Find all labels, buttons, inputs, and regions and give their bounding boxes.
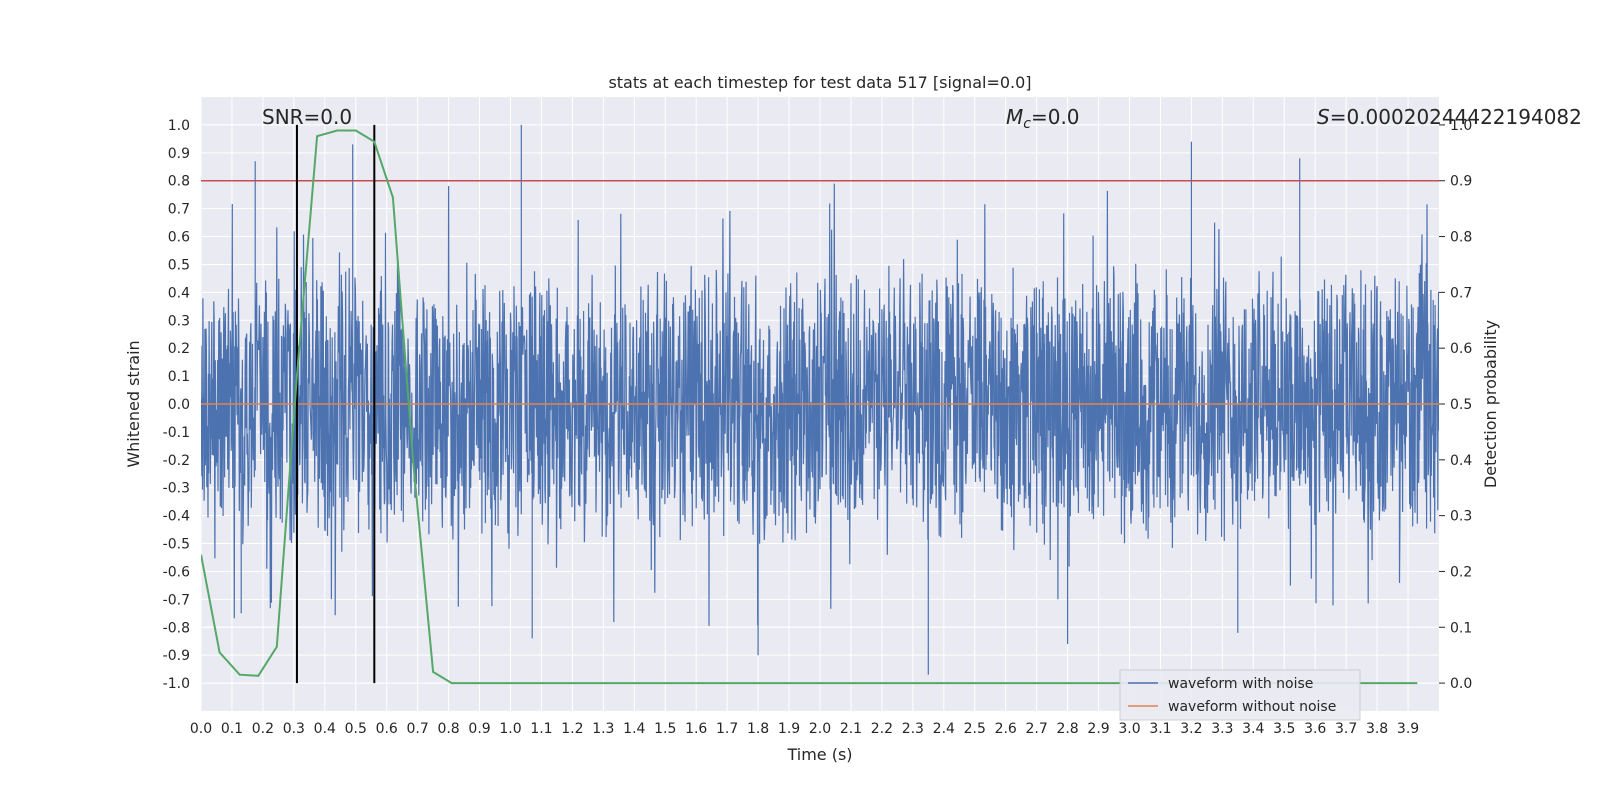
x-tick-label: 3.2 [1180, 721, 1202, 737]
y-tick-label: -0.6 [163, 564, 190, 580]
legend-entry-noise: waveform with noise [1168, 676, 1313, 692]
series-noise-group [201, 124, 1439, 675]
y-tick-label: -0.9 [163, 648, 190, 664]
y-tick-label: 0.6 [168, 230, 190, 246]
mc-annotation: Mc=0.0 [1006, 105, 1080, 132]
y-right-tick-label: 1.0 [1450, 118, 1472, 134]
y-tick-label: 0.0 [168, 397, 190, 413]
x-tick-label: 2.8 [1056, 721, 1078, 737]
x-tick-label: 0.4 [314, 721, 336, 737]
y-right-tick-label: 0.5 [1450, 397, 1472, 413]
y-tick-label: 0.2 [168, 341, 190, 357]
x-tick-label: 3.3 [1211, 721, 1233, 737]
y-tick-label: 0.1 [168, 369, 190, 385]
x-tick-label: 1.1 [530, 721, 552, 737]
y-tick-label: -0.2 [163, 453, 190, 469]
y-tick-label: 0.4 [168, 285, 190, 301]
y-axis-title: Whitened strain [124, 340, 143, 467]
x-tick-label: 0.9 [468, 721, 490, 737]
x-tick-label: 0.6 [376, 721, 398, 737]
x-tick-label: 2.5 [964, 721, 986, 737]
x-tick-label: 2.7 [1026, 721, 1048, 737]
legend-entry-clean: waveform without noise [1168, 699, 1336, 715]
y-axis-ticks: 1.0 0.9 0.8 0.7 0.6 0.5 0.4 0.3 0.2 0.1 0.0 -0.1 -0.… [163, 118, 190, 692]
x-axis-title: Time (s) [786, 745, 852, 764]
x-tick-label: 1.6 [685, 721, 707, 737]
x-tick-label: 0.7 [407, 721, 429, 737]
x-tick-label: 1.0 [499, 721, 521, 737]
legend: waveform with noise waveform without noi… [1119, 669, 1361, 721]
x-tick-label: 1.5 [654, 721, 676, 737]
y-right-tick-label: 0.8 [1450, 230, 1472, 246]
x-tick-label: 2.0 [809, 721, 831, 737]
x-tick-label: 2.9 [1087, 721, 1109, 737]
y-right-tick-label: 0.6 [1450, 341, 1472, 357]
chart-title: stats at each timestep for test data 517… [608, 73, 1031, 92]
y-tick-label: 0.5 [168, 257, 190, 273]
x-tick-label: 1.7 [716, 721, 738, 737]
s-label: S [1317, 105, 1330, 129]
x-tick-label: 3.6 [1304, 721, 1326, 737]
snr-annotation: SNR=0.0 [262, 105, 352, 129]
x-tick-label: 0.8 [437, 721, 459, 737]
y-right-tick-label: 0.2 [1450, 564, 1472, 580]
x-tick-label: 3.0 [1118, 721, 1140, 737]
x-tick-label: 2.6 [995, 721, 1017, 737]
y-right-tick-label: 0.4 [1450, 453, 1472, 469]
series-probability-group [201, 129, 1418, 685]
x-tick-label: 3.5 [1273, 721, 1295, 737]
series-waveform-with-noise [201, 124, 1439, 675]
x-tick-label: 3.9 [1397, 721, 1419, 737]
mc-value: =0.0 [1031, 105, 1080, 129]
y-tick-label: 0.7 [168, 202, 190, 218]
x-axis-ticks: 0.0 0.1 0.2 0.3 0.4 0.5 0.6 0.7 0.8 0.9 1.0 1.1 1.2 1… [190, 721, 1419, 737]
x-tick-label: 0.2 [252, 721, 274, 737]
series-detection-probability [201, 129, 1418, 685]
y-axis-right-title: Detection probability [1481, 320, 1500, 488]
y-right-tick-label: 0.7 [1450, 285, 1472, 301]
y-tick-label: 0.3 [168, 313, 190, 329]
x-tick-label: 2.2 [871, 721, 893, 737]
x-tick-label: 1.4 [623, 721, 645, 737]
vlines-group [295, 124, 376, 684]
x-tick-label: 1.3 [592, 721, 614, 737]
s-value: =0.00020244422194082 [1330, 105, 1582, 129]
x-tick-label: 0.5 [345, 721, 367, 737]
y-tick-label: 0.8 [168, 174, 190, 190]
s-annotation: S=0.00020244422194082 [1317, 105, 1582, 129]
y-tick-label: 0.9 [168, 146, 190, 162]
y-tick-label: -0.8 [163, 620, 190, 636]
legend-frame [1119, 669, 1361, 721]
y-tick-label: -1.0 [163, 676, 190, 692]
mc-subscript: c [1023, 116, 1031, 132]
y-tick-label: -0.1 [163, 425, 190, 441]
x-tick-label: 0.1 [221, 721, 243, 737]
y-tick-label: -0.7 [163, 592, 190, 608]
y-tick-label: -0.4 [163, 509, 190, 525]
y-tick-label: -0.3 [163, 481, 190, 497]
y-tick-label: 1.0 [168, 118, 190, 134]
x-tick-label: 3.1 [1149, 721, 1171, 737]
y-axis-right-ticks: 1.0 0.9 0.8 0.7 0.6 0.5 0.4 0.3 0.2 0.1 0.0 [1439, 118, 1472, 692]
x-tick-label: 1.8 [747, 721, 769, 737]
x-tick-label: 2.4 [933, 721, 955, 737]
x-tick-label: 1.2 [561, 721, 583, 737]
y-right-tick-label: 0.1 [1450, 620, 1472, 636]
x-tick-label: 0.0 [190, 721, 212, 737]
x-tick-label: 0.3 [283, 721, 305, 737]
y-tick-label: -0.5 [163, 537, 190, 553]
x-tick-label: 1.9 [778, 721, 800, 737]
y-right-tick-label: 0.9 [1450, 174, 1472, 190]
mc-label: M [1006, 105, 1023, 129]
x-tick-label: 2.3 [902, 721, 924, 737]
y-right-tick-label: 0.3 [1450, 509, 1472, 525]
x-tick-label: 3.8 [1366, 721, 1388, 737]
y-right-tick-label: 0.0 [1450, 676, 1472, 692]
x-tick-label: 2.1 [840, 721, 862, 737]
x-tick-label: 3.7 [1335, 721, 1357, 737]
x-tick-label: 3.4 [1242, 721, 1264, 737]
